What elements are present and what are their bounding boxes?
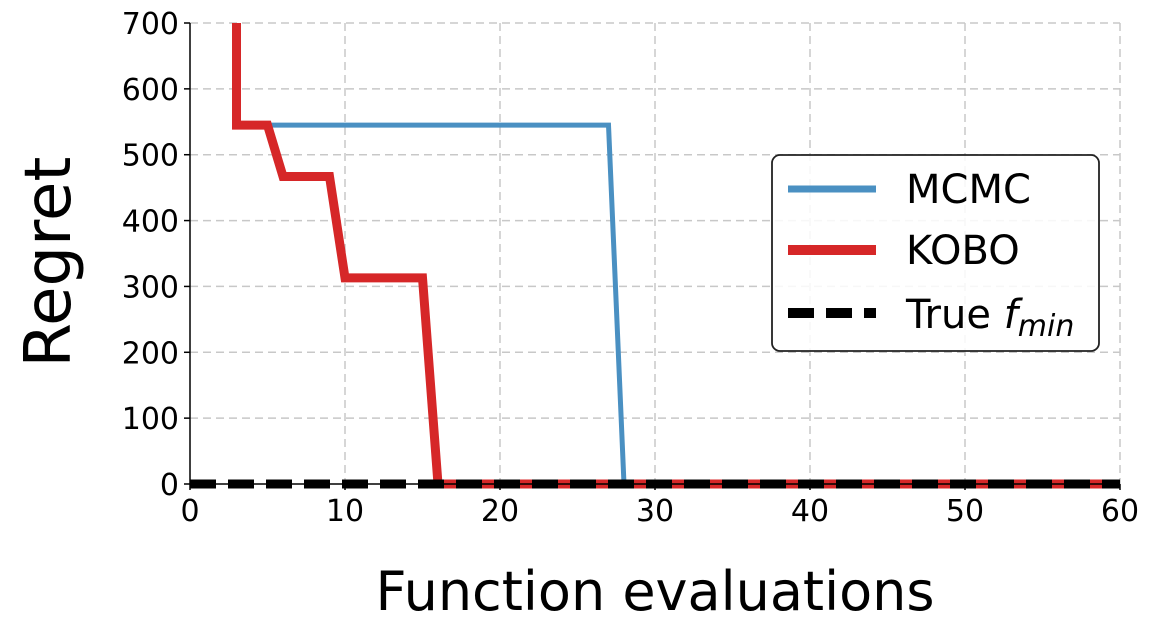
- y-tick-label-200: 200: [122, 336, 179, 371]
- legend-label-true-prefix: True: [905, 292, 1004, 338]
- x-tick-label-20: 20: [481, 494, 519, 529]
- x-tick-label-60: 60: [1101, 494, 1139, 529]
- y-tick-label-300: 300: [122, 270, 179, 305]
- legend-box: [771, 154, 1100, 352]
- y-tick-label-600: 600: [122, 73, 179, 108]
- y-axis-title: Regret: [12, 157, 86, 368]
- x-tick-label-10: 10: [326, 494, 364, 529]
- legend-label-kobo: KOBO: [906, 228, 1020, 274]
- x-axis-title: Function evaluations: [375, 560, 934, 623]
- y-tick-label-0: 0: [160, 468, 179, 503]
- legend-label-mcmc: MCMC: [906, 167, 1031, 213]
- legend: MCMC KOBO True fmin: [771, 154, 1100, 352]
- x-tick-label-30: 30: [636, 494, 674, 529]
- x-tick-label-50: 50: [946, 494, 984, 529]
- x-tick-label-0: 0: [180, 494, 199, 529]
- x-tick-label-40: 40: [791, 494, 829, 529]
- legend-label-true-fmin: True fmin: [905, 292, 1074, 344]
- y-tick-label-700: 700: [122, 7, 179, 42]
- y-tick-label-400: 400: [122, 205, 179, 240]
- y-tick-label-100: 100: [122, 402, 179, 437]
- legend-label-min: min: [1018, 309, 1075, 344]
- y-tick-label-500: 500: [122, 139, 179, 174]
- series-line-kobo: [232, 23, 1120, 489]
